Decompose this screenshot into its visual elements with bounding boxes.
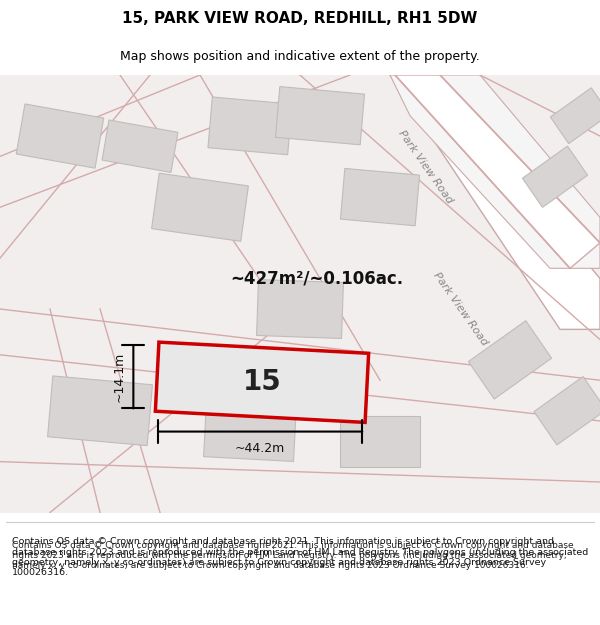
Polygon shape (469, 321, 551, 399)
Polygon shape (523, 146, 587, 208)
Polygon shape (47, 376, 152, 446)
Polygon shape (203, 401, 296, 461)
Text: Contains OS data © Crown copyright and database right 2021. This information is : Contains OS data © Crown copyright and d… (12, 541, 574, 571)
Polygon shape (550, 88, 600, 144)
Text: Contains OS data © Crown copyright and database right 2021. This information is : Contains OS data © Crown copyright and d… (12, 538, 588, 578)
Text: 15: 15 (242, 368, 281, 396)
Polygon shape (390, 75, 600, 268)
Polygon shape (340, 416, 420, 467)
Polygon shape (0, 75, 600, 512)
Text: ~14.1m: ~14.1m (112, 351, 125, 402)
Polygon shape (534, 377, 600, 445)
Text: ~427m²/~0.106ac.: ~427m²/~0.106ac. (230, 269, 403, 288)
Polygon shape (0, 75, 600, 512)
Text: Map shows position and indicative extent of the property.: Map shows position and indicative extent… (120, 50, 480, 62)
Polygon shape (390, 75, 600, 329)
Polygon shape (155, 342, 368, 422)
Polygon shape (16, 104, 104, 168)
Polygon shape (208, 97, 292, 155)
Polygon shape (395, 75, 600, 268)
Polygon shape (102, 120, 178, 172)
Text: ~44.2m: ~44.2m (235, 442, 286, 455)
Polygon shape (152, 173, 248, 241)
Polygon shape (340, 168, 419, 226)
Polygon shape (275, 87, 365, 145)
Text: Park View Road: Park View Road (396, 128, 454, 205)
Text: Park View Road: Park View Road (431, 271, 489, 348)
Polygon shape (257, 279, 343, 339)
Text: 15, PARK VIEW ROAD, REDHILL, RH1 5DW: 15, PARK VIEW ROAD, REDHILL, RH1 5DW (122, 11, 478, 26)
